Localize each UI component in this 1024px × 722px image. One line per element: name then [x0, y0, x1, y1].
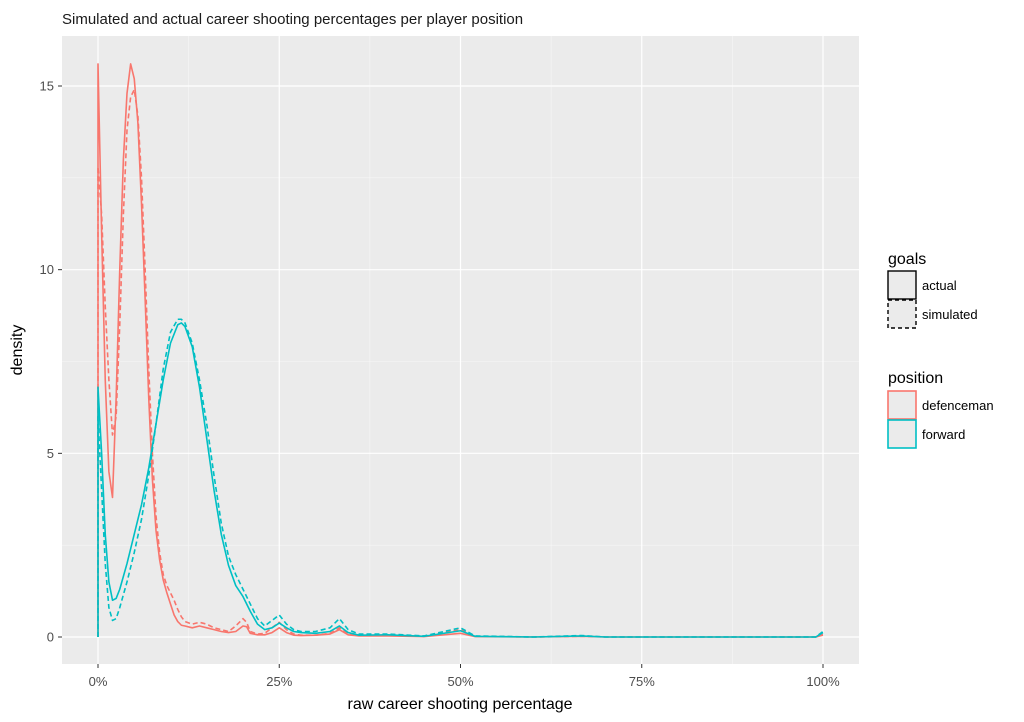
- legend-key-forward: [887, 419, 917, 449]
- y-tick-label: 10: [40, 262, 54, 277]
- y-tick-label: 5: [47, 446, 54, 461]
- x-tick-label: 50%: [447, 674, 473, 689]
- x-tick-label: 25%: [266, 674, 292, 689]
- series-line-forward-simulated: [97, 318, 824, 638]
- x-tick-label: 100%: [806, 674, 840, 689]
- legend-label-simulated: simulated: [922, 307, 978, 322]
- legend-key-simulated: [887, 299, 917, 329]
- ticks: 0% 25% 50% 75% 100% 0 5 10 15: [40, 79, 841, 690]
- x-axis-title: raw career shooting percentage: [347, 696, 572, 713]
- y-tick-label: 15: [40, 79, 54, 94]
- legend-key-actual: [887, 270, 917, 300]
- chart-title: Simulated and actual career shooting per…: [62, 11, 523, 28]
- legend: goals actual simulated position defenceman fo…: [887, 251, 994, 449]
- legend-label-actual: actual: [922, 278, 957, 293]
- legend-label-forward: forward: [922, 427, 965, 442]
- series-group: [97, 63, 824, 638]
- x-tick-label: 0%: [89, 674, 108, 689]
- y-axis-title: density: [9, 325, 26, 376]
- legend-title-position: position: [888, 370, 943, 387]
- legend-title-goals: goals: [888, 251, 926, 268]
- y-tick-label: 0: [47, 630, 54, 645]
- x-tick-label: 75%: [629, 674, 655, 689]
- legend-key-defenceman: [887, 390, 917, 420]
- legend-label-defenceman: defenceman: [922, 398, 994, 413]
- series-line-defenceman-actual: [97, 63, 824, 638]
